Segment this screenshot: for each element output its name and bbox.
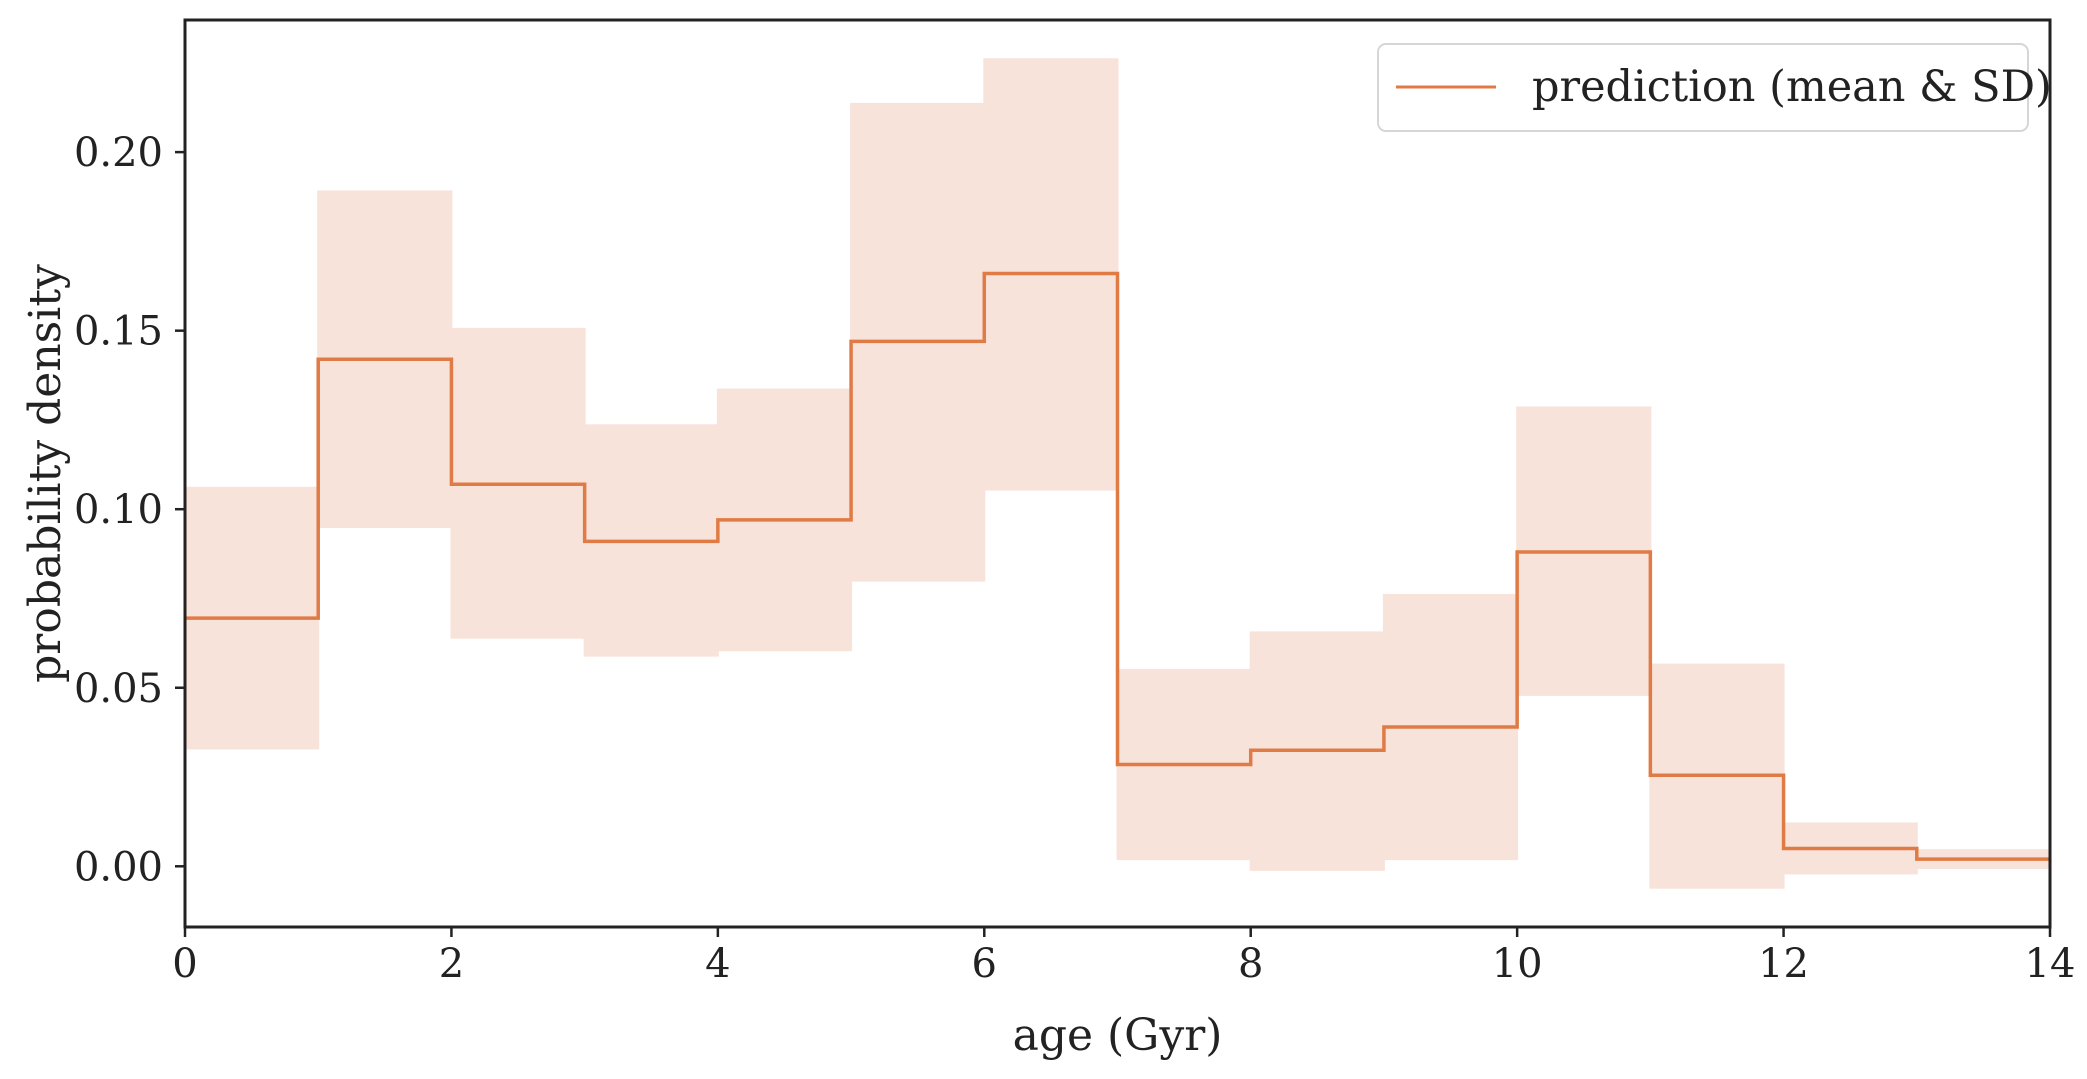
- x-tick-label: 14: [2025, 941, 2076, 987]
- y-tick-label: 0.15: [74, 309, 163, 355]
- x-tick-label: 10: [1492, 941, 1543, 987]
- x-axis-ticks: 0 2 4 6 8 10 12 14: [172, 927, 2075, 987]
- x-tick-label: 2: [439, 941, 464, 987]
- y-tick-label: 0.00: [74, 844, 163, 890]
- y-tick-label: 0.20: [74, 130, 163, 176]
- x-tick-label: 4: [705, 941, 730, 987]
- mean-step-line: [185, 271, 2050, 861]
- x-tick-label: 6: [972, 941, 997, 987]
- x-tick-label: 8: [1238, 941, 1263, 987]
- legend-label: prediction (mean & SD): [1532, 62, 2052, 112]
- legend: prediction (mean & SD): [1377, 43, 2052, 132]
- y-axis-ticks: 0.00 0.05 0.10 0.15 0.20: [74, 130, 185, 890]
- x-tick-label: 12: [1758, 941, 1809, 987]
- x-axis-label: age (Gyr): [1013, 1010, 1223, 1061]
- y-tick-label: 0.10: [74, 487, 163, 533]
- x-tick-label: 0: [172, 941, 197, 987]
- plot-frame: [183, 18, 2052, 929]
- y-tick-label: 0.05: [74, 666, 163, 712]
- mean-line-layer: [185, 271, 2050, 861]
- legend-box: [1377, 43, 2029, 132]
- y-axis-label: probability density: [20, 264, 71, 683]
